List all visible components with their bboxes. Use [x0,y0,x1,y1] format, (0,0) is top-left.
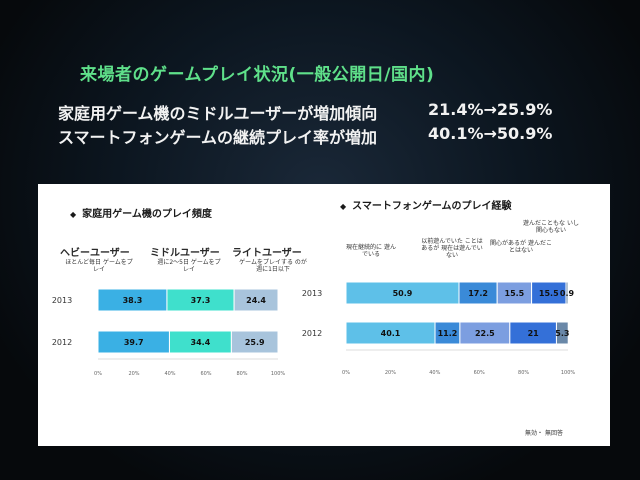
year-label: 2013 [302,289,322,298]
x-tick-label: 60% [474,370,485,376]
data-label: 15.5 [505,289,525,298]
category-heavy-user: ヘビーユーザー [60,248,130,259]
note-not-interested: 遊んだこともな いし関心もない [523,220,579,234]
right-chart-heading-text: スマートフォンゲームのプレイ経験 [352,201,512,212]
headline-value: 40.1%→50.9% [428,124,553,143]
stacked-bar-charts: 0% 20% 40% 60% 80% 100% 2013 38.3 37.3 24.4 2012 39… [52,281,576,377]
data-label: 38.3 [123,296,143,305]
data-label: 15.5 [539,289,559,298]
left-chart-heading: ◆ 家庭用ゲーム機のプレイ頻度 [70,205,212,220]
note-currently-playing: 現在継続的に 遊んでいる [346,244,396,258]
category-light-user: ライトユーザー [232,248,302,259]
year-label: 2012 [52,338,72,347]
data-label: 11.2 [438,329,458,338]
x-tick-label: 20% [385,370,396,376]
slide-title: 来場者のゲームプレイ状況(一般公開日/国内) [80,65,435,85]
category-middle-user: ミドルユーザー [150,248,220,259]
year-label: 2012 [302,329,322,338]
note-interested: 関心があるが 遊んだことはない [490,240,552,254]
note-no-answer: 無効・ 無回答 [525,430,563,437]
x-tick-label: 80% [236,371,247,377]
x-tick-label: 40% [429,370,440,376]
data-label: 37.3 [191,296,211,305]
left-chart-heading-text: 家庭用ゲーム機のプレイ頻度 [82,209,212,220]
diamond-bullet-icon: ◆ [70,210,77,219]
data-label: 25.9 [245,338,265,347]
year-label: 2013 [52,296,72,305]
bar-segment [565,281,569,305]
data-label: 39.7 [124,338,144,347]
x-tick-label: 20% [128,371,139,377]
data-label: 21 [528,329,540,338]
category-middle-note: 週に2～5日 ゲームをプレイ [157,259,221,273]
headline-value: 21.4%→25.9% [428,100,553,119]
data-label: 34.4 [191,338,211,347]
chart-panel: ◆ 家庭用ゲーム機のプレイ頻度 ◆ スマートフォンゲームのプレイ経験 ヘビーユーザー… [38,184,610,446]
diamond-bullet-icon: ◆ [340,202,347,211]
headline-text: 家庭用ゲーム機のミドルユーザーが増加傾向 [58,104,378,123]
x-tick-label: 100% [561,370,576,376]
x-tick-label: 100% [271,371,286,377]
data-label: 50.9 [393,289,413,298]
bar-segment [233,288,279,312]
data-label: 24.4 [246,296,266,305]
bar-segment [230,330,279,354]
data-label: 17.2 [468,289,488,298]
data-label: 40.1 [381,329,401,338]
data-label: 22.5 [475,329,495,338]
category-heavy-note: ほとんど毎日 ゲームをプレイ [65,259,133,273]
right-chart-heading: ◆ スマートフォンゲームのプレイ経験 [340,197,512,212]
bar-segment [555,321,569,345]
data-label: 0.9 [560,289,575,298]
x-tick-label: 0% [94,371,102,377]
x-tick-label: 40% [164,371,175,377]
x-tick-label: 60% [200,371,211,377]
note-played-before: 以前遊んでいた ことはあるが 現在は遊んでいない [421,238,483,259]
x-tick-label: 0% [342,370,350,376]
x-tick-label: 80% [518,370,529,376]
category-light-note: ゲームをプレイする のが週に1日以下 [239,259,307,273]
headline-text: スマートフォンゲームの継続プレイ率が増加 [58,128,378,147]
data-label: 5.3 [555,329,569,338]
